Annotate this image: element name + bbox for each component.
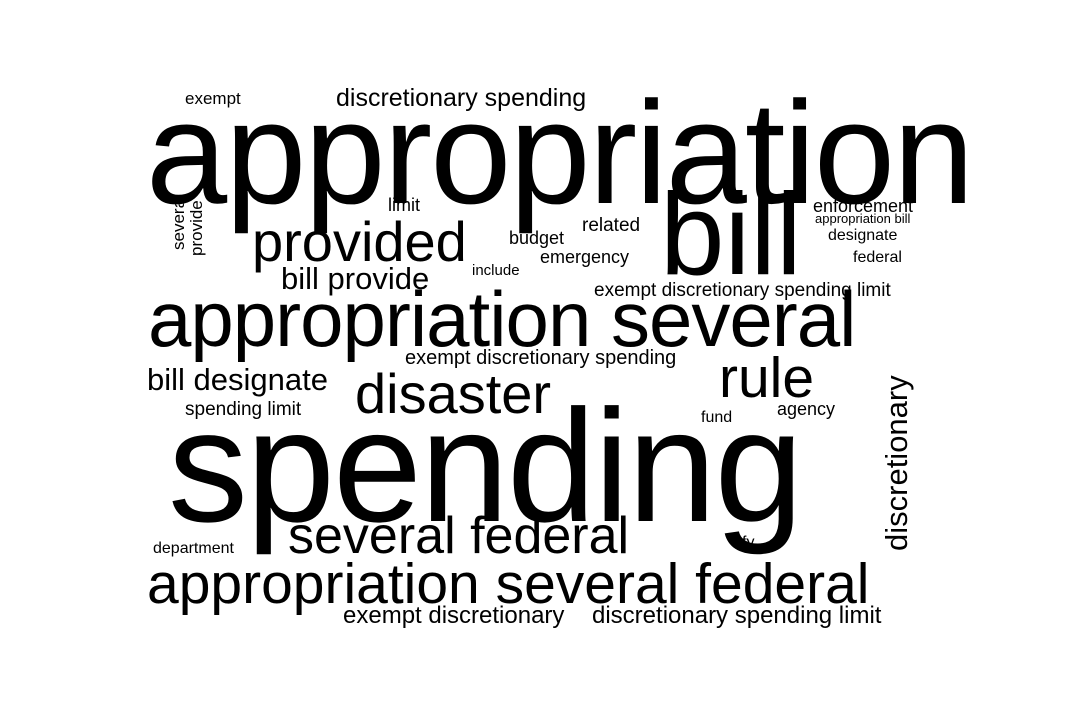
word-exempt-discretionary: exempt discretionary bbox=[343, 604, 564, 628]
word-budget: budget bbox=[509, 229, 564, 247]
word-emergency: emergency bbox=[540, 248, 629, 266]
word-discretionary-vertical: discretionary bbox=[881, 375, 912, 551]
word-federal: federal bbox=[853, 250, 902, 266]
word-provide-vertical: provide bbox=[188, 200, 205, 256]
word-discretionary-spending-limit: discretionary spending limit bbox=[592, 604, 881, 628]
word-several-vertical: several bbox=[170, 195, 187, 250]
word-fy: fy bbox=[742, 535, 754, 551]
word-designate: designate bbox=[828, 228, 897, 244]
word-related: related bbox=[582, 216, 640, 235]
word-appropriation-bill: appropriation bill bbox=[815, 212, 910, 225]
